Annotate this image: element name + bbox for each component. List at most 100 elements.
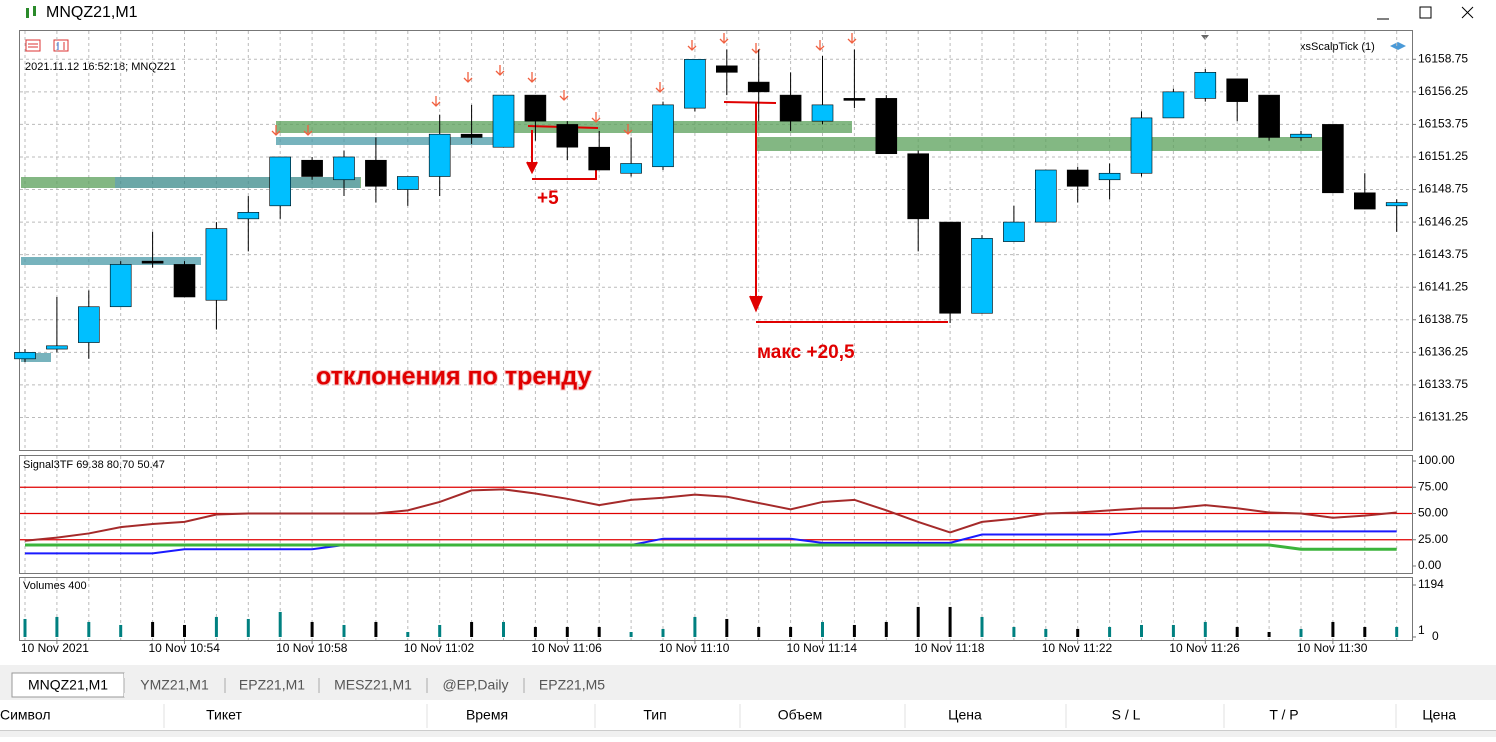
tab-label[interactable]: MESZ21,M1 [334,677,412,693]
y-tick-label: 100.00 [1418,453,1455,467]
y-tick-label: 16148.75 [1418,182,1468,196]
tab-background [427,673,524,697]
volume-bar [852,624,856,637]
volume-bar [661,628,665,637]
y-tick-label: 1194 [1418,577,1444,591]
volume-bar [151,621,155,637]
volume-bar [374,621,378,637]
annotation: макс +20,5 [757,342,855,363]
column-header[interactable]: Цена [1422,707,1456,723]
volume-bar [119,624,123,637]
tab-label[interactable]: MNQZ21,M1 [28,677,108,693]
signal-arrows [271,33,857,136]
candle-body [1226,78,1248,102]
maximize-button[interactable] [1419,6,1432,19]
tab-background [319,673,427,697]
candle-body [1322,124,1344,194]
candle-body [428,133,451,177]
candle-body [652,104,674,168]
tab-label[interactable]: EPZ21,M5 [539,677,605,693]
volume-panel [19,577,1413,641]
volume-bar [597,626,601,637]
tab-label[interactable]: EPZ21,M1 [239,677,305,693]
x-tick-label: 10 Nov 10:54 [149,641,221,655]
volume-bar [916,606,920,637]
candle-body [14,352,36,360]
y-tick-label: 75.00 [1418,479,1448,493]
table-header [0,700,1496,730]
chart-info: 2021.11.12 16:52:18; MNQZ21 [25,61,176,73]
candle-body [1258,94,1280,138]
candle-body [524,94,547,122]
tab-background [524,673,620,697]
y-tick-label: 16133.75 [1418,377,1468,391]
volume-bar [278,611,282,637]
column-header[interactable]: Цена [948,707,982,723]
candle-body [588,146,611,171]
candle-body [1098,172,1121,181]
candle-body [109,264,132,308]
volume-bar [948,606,952,637]
column-header[interactable]: T / P [1269,707,1298,723]
candle-body [269,156,292,207]
volume-bar [1299,628,1303,637]
x-tick-label: 10 Nov 10:58 [276,641,348,655]
candle-body [460,133,483,138]
y-tick-label: 1 [1418,623,1425,637]
tab-label[interactable]: YMZ21,M1 [140,677,209,693]
candle-body [971,238,993,314]
candle-body [747,81,770,93]
candle-body [1066,169,1089,187]
x-tick-label: 10 Nov 11:10 [659,641,730,655]
column-header[interactable]: Тип [643,707,666,723]
tab[interactable]: EPZ21,M5 [523,673,620,697]
column-header[interactable]: S / L [1112,707,1141,723]
volume-bar [502,621,505,637]
column-header[interactable]: Тикет [206,707,242,723]
volume-bar [1267,631,1271,637]
volume-bar [693,616,697,637]
x-tick-label: 10 Nov 11:18 [914,641,985,655]
tab[interactable]: EPZ21,M1 [224,673,319,697]
annotation: +5 [537,188,559,209]
tab-background [124,673,225,697]
volume-bar [821,621,824,637]
candle-body [333,156,355,181]
close-button[interactable] [1461,6,1474,19]
volume-bar [884,621,888,637]
x-tick-label: 10 Nov 2021 [21,641,89,655]
annotation: отклонения по тренду [316,363,592,391]
volume-bar [789,626,793,637]
column-header[interactable]: Время [466,707,508,723]
candle-body [173,264,196,298]
candle-body [715,65,738,73]
column-header[interactable]: Объем [778,707,823,723]
y-tick-label: 16141.25 [1418,279,1468,293]
tab[interactable]: MNQZ21,M1 [11,672,125,698]
y-tick-label: 0.00 [1418,558,1442,572]
candle-body [939,221,961,314]
candle-body [492,94,515,148]
tab[interactable]: YMZ21,M1 [123,673,225,697]
tab-label[interactable]: @EP,Daily [442,677,508,693]
volume-bar [1363,626,1367,637]
toolbar-icons [25,39,69,52]
tab[interactable]: MESZ21,M1 [318,673,427,697]
app-icon [26,6,36,18]
volume-bar [23,618,27,637]
column-header[interactable]: Символ [0,707,50,723]
tab-background [11,672,125,698]
volume-title: Volumes 400 [23,580,87,592]
candle-body [907,153,930,220]
indicator-icon [1390,42,1406,50]
candle-body [301,159,323,177]
oscillator-line [25,543,1397,551]
volume-bar [1395,626,1399,637]
tab[interactable]: @EP,Daily [426,673,524,697]
y-tick-label: 16136.25 [1418,344,1468,358]
candle-body [875,98,898,155]
y-tick-label: 16156.25 [1418,84,1468,98]
volume-bar [438,624,442,637]
volume-bar [1331,621,1335,637]
